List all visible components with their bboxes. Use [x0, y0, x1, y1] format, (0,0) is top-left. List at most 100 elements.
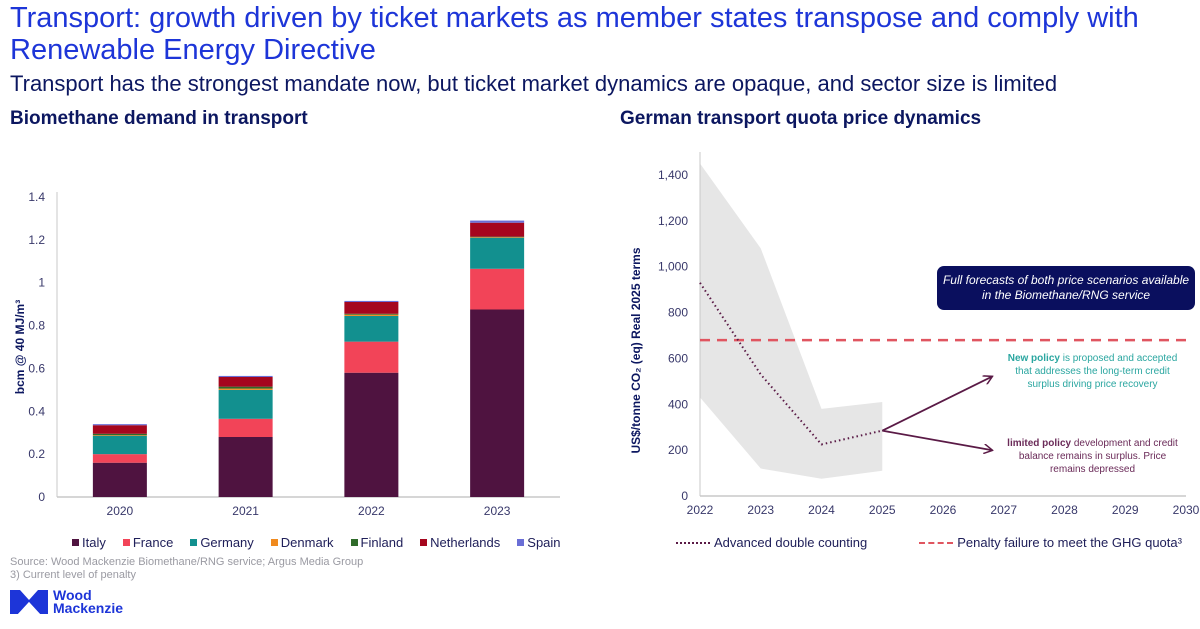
bar-segment-netherlands-2022 [344, 302, 399, 314]
source-note: Source: Wood Mackenzie Biomethane/RNG se… [10, 556, 363, 582]
y-tick-label: 600 [668, 351, 688, 365]
y-tick-label: 0.8 [28, 319, 45, 333]
legend-label: Finland [360, 535, 404, 550]
wood-mackenzie-logo-icon [10, 590, 48, 614]
x-tick-label: 2027 [990, 503, 1017, 517]
bar-segment-germany-2022 [344, 315, 399, 342]
new-policy-text: is proposed and accepted that addresses … [1015, 353, 1178, 390]
legend-swatch-icon [72, 539, 79, 546]
legend-swatch-icon [122, 539, 130, 546]
legend-item-germany: Germany [190, 535, 254, 550]
y-tick-label: 200 [668, 443, 688, 457]
right-chart-legend: Advanced double counting Penalty failure… [676, 535, 1182, 550]
bar-segment-netherlands-2021 [218, 377, 273, 387]
legend-penalty: Penalty failure to meet the GHG quota³ [957, 535, 1182, 550]
legend-item-italy: Italy [72, 535, 106, 550]
bar-segment-denmark-2022 [344, 314, 399, 316]
bar-segment-denmark-2023 [470, 237, 525, 238]
legend-label: Spain [527, 535, 561, 550]
logo-line-1: Wood [53, 587, 92, 603]
legend-swatch-icon [350, 539, 358, 546]
right-chart-title: German transport quota price dynamics [620, 108, 982, 129]
bar-segment-denmark-2021 [218, 388, 273, 390]
page-title: Transport: growth driven by ticket marke… [10, 2, 1139, 66]
legend-item-netherlands: Netherlands [420, 535, 500, 550]
bar-segment-netherlands-2023 [470, 222, 525, 237]
bar-segment-italy-2021 [218, 437, 273, 497]
page-subtitle: Transport has the strongest mandate now,… [10, 71, 1058, 96]
legend-item-denmark: Denmark [270, 535, 334, 550]
uncertainty-band [700, 163, 883, 479]
quota-price-chart: 0 200 400 600 800 1,000 1,200 1,400 2022 2023 2024… [629, 152, 1200, 517]
legend-item-france: France [122, 535, 174, 550]
footnote-text: 3) Current level of penalty [10, 569, 136, 581]
new-policy-arrow [881, 377, 991, 432]
bar-segment-france-2020 [92, 454, 147, 463]
bar-segment-finland-2020 [92, 433, 147, 436]
y-tick-label: 0 [681, 489, 688, 503]
bar-segment-italy-2020 [92, 462, 147, 497]
bar-segment-finland-2021 [218, 386, 273, 389]
legend-advanced-double-counting: Advanced double counting [714, 535, 868, 550]
wood-mackenzie-logo: Wood Mackenzie [10, 588, 123, 616]
bar-segment-finland-2023 [470, 236, 525, 238]
x-tick-label: 2030 [1173, 503, 1200, 517]
y-tick-label: 800 [668, 306, 688, 320]
y-tick-label: 400 [668, 397, 688, 411]
legend-swatch-icon [270, 539, 278, 546]
x-tick-label: 2024 [808, 503, 835, 517]
legend-dotted-line-icon [676, 541, 710, 544]
y-axis-label: US$/tonne CO₂ (eq) Real 2025 terms [629, 247, 643, 453]
limited-policy-bold: limited policy [1007, 438, 1072, 449]
legend-label: Germany [200, 535, 254, 550]
bar-segment-italy-2022 [344, 372, 399, 497]
legend-label: France [132, 535, 174, 550]
x-tick-label: 2021 [232, 504, 259, 518]
y-tick-label: 1,200 [658, 214, 688, 228]
left-chart-legend: Italy France Germany Denmark Finland Netherla… [72, 535, 578, 550]
x-tick-label: 2026 [930, 503, 957, 517]
limited-policy-text: development and credit balance remains i… [1018, 438, 1178, 475]
legend-label: Netherlands [430, 535, 501, 550]
bar-segment-germany-2021 [218, 389, 273, 419]
limited-policy-arrow [882, 429, 991, 450]
legend-item-spain: Spain [517, 535, 561, 550]
legend-dashed-line-icon [919, 541, 954, 544]
x-tick-label: 2029 [1112, 503, 1139, 517]
y-tick-label: 0.4 [28, 404, 45, 418]
advanced-double-counting-line [699, 282, 883, 446]
new-policy-annotation: New policy is proposed and accepted that… [1000, 352, 1185, 391]
legend-swatch-icon [517, 539, 525, 546]
bar-segment-spain-2020 [92, 424, 147, 426]
x-tick-label: 2025 [869, 503, 896, 517]
bar-segment-spain-2023 [470, 220, 525, 223]
x-tick-label: 2020 [107, 504, 134, 518]
y-tick-label: 0.6 [28, 361, 45, 375]
bar-segment-netherlands-2020 [92, 425, 147, 434]
y-tick-label: 1.4 [28, 190, 45, 204]
y-tick-label: 1.2 [28, 233, 45, 247]
bar-segment-italy-2023 [470, 309, 525, 497]
new-policy-bold: New policy [1007, 353, 1060, 364]
bar-segment-france-2022 [344, 341, 399, 373]
bar-segment-spain-2021 [218, 375, 273, 377]
x-tick-label: 2023 [484, 504, 511, 518]
limited-policy-annotation: limited policy development and credit ba… [1000, 437, 1185, 476]
bar-segment-france-2021 [218, 418, 273, 437]
bar-segment-spain-2022 [344, 300, 399, 302]
left-chart-title: Biomethane demand in transport [10, 108, 308, 129]
source-text: Source: Wood Mackenzie Biomethane/RNG se… [10, 556, 364, 568]
y-tick-label: 1 [38, 276, 45, 290]
forecast-callout: Full forecasts of both price scenarios a… [937, 266, 1195, 310]
x-tick-label: 2023 [747, 503, 774, 517]
y-tick-label: 0 [38, 490, 45, 504]
legend-label: Italy [82, 535, 106, 550]
y-axis-label: bcm @ 40 MJ/m³ [13, 300, 27, 394]
bar-segment-france-2023 [470, 268, 525, 310]
biomethane-demand-chart: 0 0.2 0.4 0.6 0.8 1 1.2 1.4 bcm @ 40 MJ/m³ 2020 20… [13, 190, 560, 518]
bar-segment-finland-2022 [344, 313, 399, 315]
y-tick-label: 1,000 [658, 260, 688, 274]
legend-item-finland: Finland [350, 535, 404, 550]
bar-segment-denmark-2020 [92, 435, 147, 436]
logo-line-2: Mackenzie [53, 600, 124, 616]
